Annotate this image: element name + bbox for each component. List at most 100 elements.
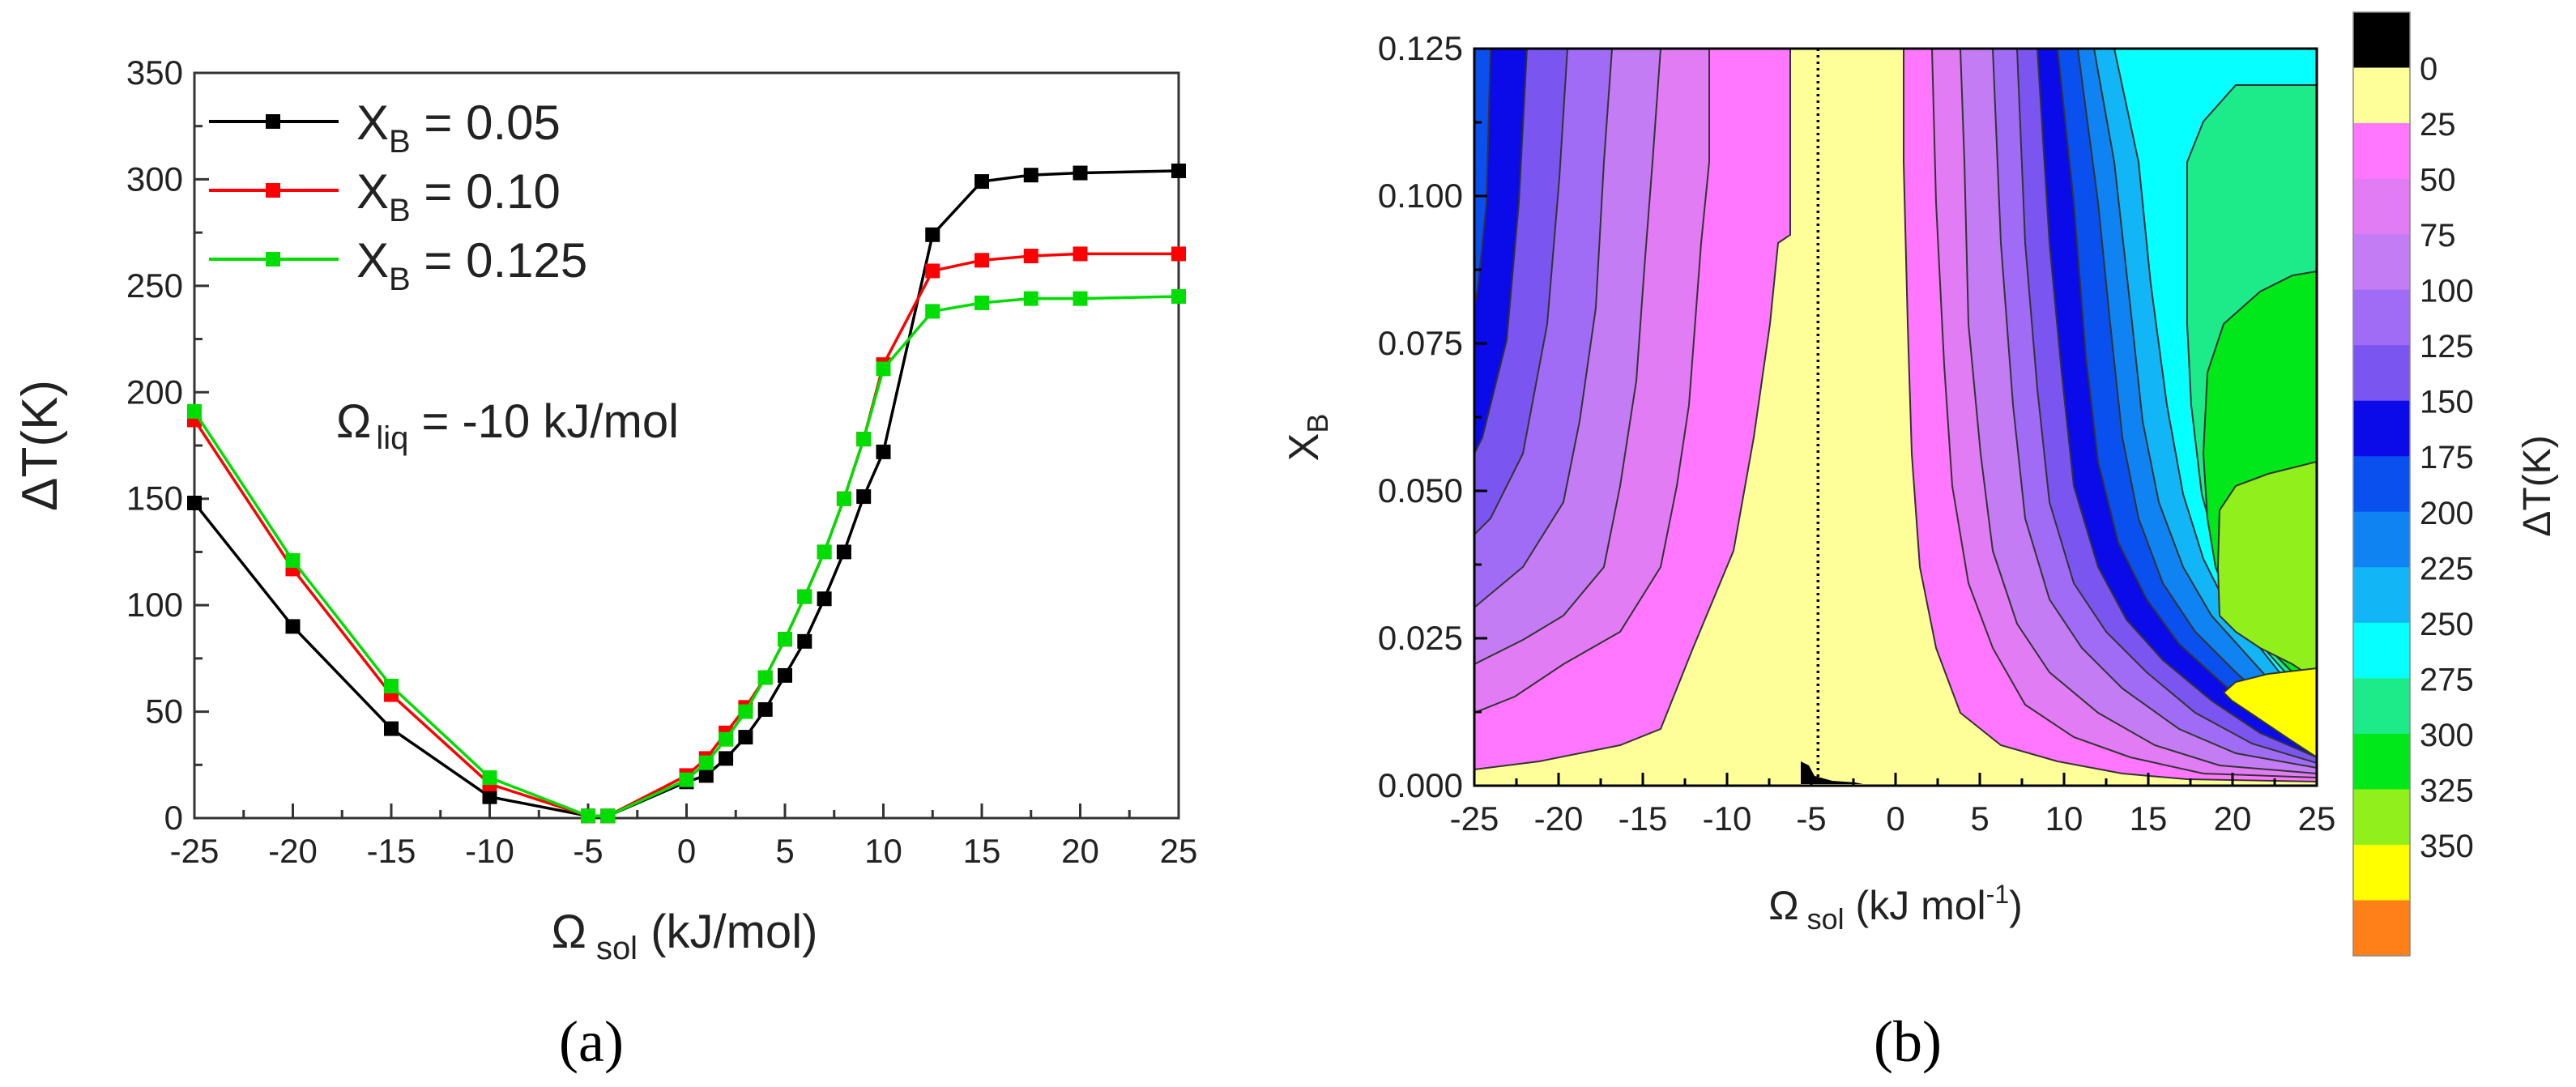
x-tick-label: 10 xyxy=(2045,799,2083,838)
xlabel-unit: (kJ mol xyxy=(1845,883,1986,928)
xlabel-subscript: sol xyxy=(1807,902,1845,936)
data-point xyxy=(1023,249,1039,264)
xlabel-symbol: Ω xyxy=(552,906,586,958)
panel-b-caption: (b) xyxy=(1874,1009,1942,1074)
series-1 xyxy=(187,163,1186,824)
colorbar-frame xyxy=(2352,11,2411,957)
colorbar-swatch xyxy=(2353,289,2410,346)
y-tick-label: 0.100 xyxy=(1378,177,1463,215)
x-tick-label: 15 xyxy=(2130,799,2168,838)
x-tick-label: 10 xyxy=(864,832,902,870)
colorbar-tick-label: 225 xyxy=(2420,551,2474,586)
data-point xyxy=(581,808,595,824)
colorbar-tick-label: 50 xyxy=(2420,163,2456,198)
data-point xyxy=(797,633,812,649)
x-tick-label: 15 xyxy=(963,832,1001,870)
x-tick-label: -20 xyxy=(268,832,318,870)
panel-a-series xyxy=(187,163,1186,824)
data-point xyxy=(925,227,940,242)
panel-b-ylabel: XB xyxy=(1281,414,1334,462)
data-point xyxy=(482,789,497,804)
colorbar-swatch xyxy=(2353,900,2410,957)
y-tick-label: 200 xyxy=(126,373,183,411)
data-point xyxy=(836,544,851,560)
data-point xyxy=(738,704,753,719)
colorbar-swatch xyxy=(2353,789,2410,846)
x-tick-label: -10 xyxy=(465,832,514,870)
colorbar-tick-label: 250 xyxy=(2420,607,2474,642)
colorbar-swatch xyxy=(2353,67,2410,124)
x-tick-label: -5 xyxy=(573,832,603,870)
colorbar-swatch xyxy=(2353,12,2410,69)
x-tick-label: -5 xyxy=(1796,799,1826,838)
y-tick-label: 50 xyxy=(145,693,183,731)
colorbar-tick-label: 300 xyxy=(2420,718,2474,753)
xlabel-unit: (kJ/mol) xyxy=(638,906,817,958)
colorbar-swatch xyxy=(2353,678,2410,735)
legend-label: XB = 0.10 xyxy=(356,164,561,228)
colorbar-swatch xyxy=(2353,123,2410,180)
data-point xyxy=(482,770,497,786)
contour-band-175-200-left xyxy=(1474,49,1492,309)
series-line xyxy=(193,295,1179,818)
data-point xyxy=(757,701,773,717)
xlabel-subscript: sol xyxy=(596,931,638,966)
data-point xyxy=(836,491,851,506)
panel-b-colorbar: 0 25 50 75 100 125 150 175 200 225 250 275 300 325 350 xyxy=(2352,11,2474,957)
colorbar-tick-label: 75 xyxy=(2420,218,2456,254)
panel-a-caption: (a) xyxy=(559,1009,624,1074)
legend-marker xyxy=(266,183,280,198)
colorbar-swatch xyxy=(2353,511,2410,568)
data-point xyxy=(876,361,891,377)
data-point xyxy=(719,731,734,747)
panel-a-ylabel: ΔT(K) xyxy=(12,380,68,511)
colorbar-swatch xyxy=(2353,733,2410,790)
panel-b-contour-map xyxy=(1474,49,2317,786)
x-tick-label: 0 xyxy=(1886,799,1904,838)
colorbar-tick-label: 150 xyxy=(2420,385,2474,420)
colorbar-tick-label: 100 xyxy=(2420,274,2474,309)
contour-band-350-375-right xyxy=(2222,667,2317,759)
x-tick-label: 20 xyxy=(2214,799,2252,838)
data-point xyxy=(778,632,792,647)
data-point xyxy=(876,444,891,459)
x-tick-label: 25 xyxy=(2298,799,2336,838)
data-point xyxy=(679,772,694,787)
colorbar-tick-label: 325 xyxy=(2420,773,2474,808)
data-point xyxy=(1171,163,1186,178)
colorbar-swatch xyxy=(2353,844,2410,901)
y-tick-label: 150 xyxy=(126,480,183,518)
data-point xyxy=(719,751,734,766)
y-tick-label: 0.075 xyxy=(1378,324,1463,362)
xlabel-symbol: Ω xyxy=(1768,883,1798,928)
colorbar-tick-label: 275 xyxy=(2420,662,2474,697)
colorbar-swatch xyxy=(2353,567,2410,624)
data-point xyxy=(1073,165,1088,181)
data-point xyxy=(817,544,832,560)
colorbar-swatch xyxy=(2353,234,2410,291)
colorbar-swatch xyxy=(2353,178,2410,235)
series-line xyxy=(193,252,1179,818)
data-point xyxy=(698,768,714,783)
series-3 xyxy=(187,289,1186,824)
y-tick-label: 0.000 xyxy=(1378,766,1463,804)
data-point xyxy=(856,489,872,505)
annotation-omega-subscript: liq xyxy=(376,420,408,456)
colorbar-swatch xyxy=(2353,345,2410,402)
xlabel-unit-exponent: -1 xyxy=(1986,880,2009,909)
colorbar-tick-label: 25 xyxy=(2420,107,2456,143)
data-point xyxy=(1023,291,1039,306)
annotation-omega-value: = -10 kJ/mol xyxy=(408,395,679,448)
data-point xyxy=(187,403,202,419)
panel-a-ticks: -25 -20 -15 -10 -5 0 5 10 15 20 250501001502002503… xyxy=(126,53,1197,870)
colorbar-swatch xyxy=(2353,400,2410,457)
x-tick-label: 0 xyxy=(677,832,696,870)
series-2 xyxy=(187,246,1186,824)
data-point xyxy=(975,174,989,190)
data-point xyxy=(1073,246,1088,262)
data-point xyxy=(1073,291,1088,306)
colorbar-swatch xyxy=(2353,456,2410,513)
panel-b: -25 -20 -15 -10 -5 0 5 10 15 20 250.0000.0250.0500… xyxy=(1281,11,2559,1074)
colorbar-tick-label: 125 xyxy=(2420,329,2474,364)
